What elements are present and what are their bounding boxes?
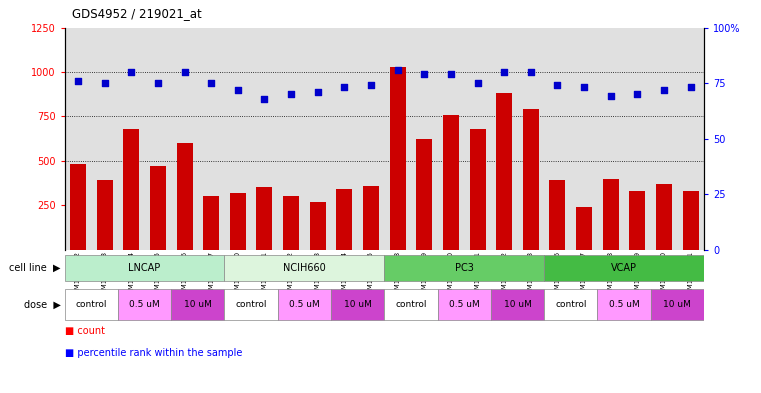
Bar xyxy=(390,66,406,250)
Bar xyxy=(336,189,352,250)
Text: control: control xyxy=(235,300,267,309)
Bar xyxy=(203,196,219,250)
Point xyxy=(205,80,218,86)
Text: VCAP: VCAP xyxy=(611,263,637,273)
Bar xyxy=(171,288,224,321)
Bar xyxy=(683,191,699,250)
Point xyxy=(98,80,111,86)
Text: cell line  ▶: cell line ▶ xyxy=(9,263,61,273)
Text: 10 uM: 10 uM xyxy=(504,300,531,309)
Text: 10 uM: 10 uM xyxy=(664,300,691,309)
Point xyxy=(391,66,403,73)
Bar xyxy=(177,143,193,250)
Bar xyxy=(576,207,592,250)
Text: control: control xyxy=(75,300,107,309)
Text: PC3: PC3 xyxy=(455,263,473,273)
Point xyxy=(419,71,431,77)
Point xyxy=(365,82,377,88)
Bar xyxy=(256,187,272,250)
Bar xyxy=(443,114,459,250)
Bar xyxy=(123,129,139,250)
Bar xyxy=(70,164,86,250)
Text: 0.5 uM: 0.5 uM xyxy=(449,300,479,309)
Bar xyxy=(363,185,379,250)
Text: control: control xyxy=(555,300,587,309)
Bar xyxy=(384,255,544,281)
Bar xyxy=(597,288,651,321)
Bar xyxy=(283,196,299,250)
Point xyxy=(312,89,324,95)
Bar xyxy=(224,255,384,281)
Point xyxy=(578,84,590,91)
Point xyxy=(72,78,84,84)
Point xyxy=(258,95,271,102)
Point xyxy=(338,84,350,91)
Point xyxy=(551,82,563,88)
Bar xyxy=(97,180,113,250)
Bar xyxy=(65,288,118,321)
Point xyxy=(631,91,643,97)
Point xyxy=(684,84,696,91)
Text: 0.5 uM: 0.5 uM xyxy=(289,300,320,309)
Point xyxy=(471,80,484,86)
Point xyxy=(658,86,670,93)
Bar xyxy=(65,255,224,281)
Text: 0.5 uM: 0.5 uM xyxy=(129,300,160,309)
Point xyxy=(151,80,164,86)
Point xyxy=(604,93,616,99)
Text: 10 uM: 10 uM xyxy=(184,300,212,309)
Bar xyxy=(230,193,246,250)
Bar xyxy=(629,191,645,250)
Bar xyxy=(544,288,597,321)
Text: dose  ▶: dose ▶ xyxy=(24,299,61,310)
Bar xyxy=(150,166,166,250)
Bar xyxy=(651,288,704,321)
Text: control: control xyxy=(395,300,427,309)
Bar xyxy=(603,178,619,250)
Bar xyxy=(656,184,672,250)
Text: NCIH660: NCIH660 xyxy=(283,263,326,273)
Bar xyxy=(331,288,384,321)
Bar xyxy=(224,288,278,321)
Bar xyxy=(438,288,491,321)
Bar xyxy=(416,140,432,250)
Text: ■ count: ■ count xyxy=(65,326,105,336)
Bar xyxy=(491,288,544,321)
Bar xyxy=(496,93,512,250)
Text: 0.5 uM: 0.5 uM xyxy=(609,300,639,309)
Text: GDS4952 / 219021_at: GDS4952 / 219021_at xyxy=(72,7,202,20)
Bar xyxy=(310,202,326,250)
Point xyxy=(285,91,297,97)
Point xyxy=(178,69,190,75)
Bar xyxy=(544,255,704,281)
Point xyxy=(125,69,137,75)
Point xyxy=(498,69,510,75)
Point xyxy=(231,86,244,93)
Bar xyxy=(523,109,539,250)
Point xyxy=(524,69,537,75)
Bar xyxy=(549,180,565,250)
Point xyxy=(444,71,457,77)
Text: LNCAP: LNCAP xyxy=(129,263,161,273)
Bar xyxy=(470,129,486,250)
Text: 10 uM: 10 uM xyxy=(344,300,371,309)
Bar xyxy=(384,288,438,321)
Text: ■ percentile rank within the sample: ■ percentile rank within the sample xyxy=(65,348,242,358)
Bar xyxy=(278,288,331,321)
Bar xyxy=(118,288,171,321)
